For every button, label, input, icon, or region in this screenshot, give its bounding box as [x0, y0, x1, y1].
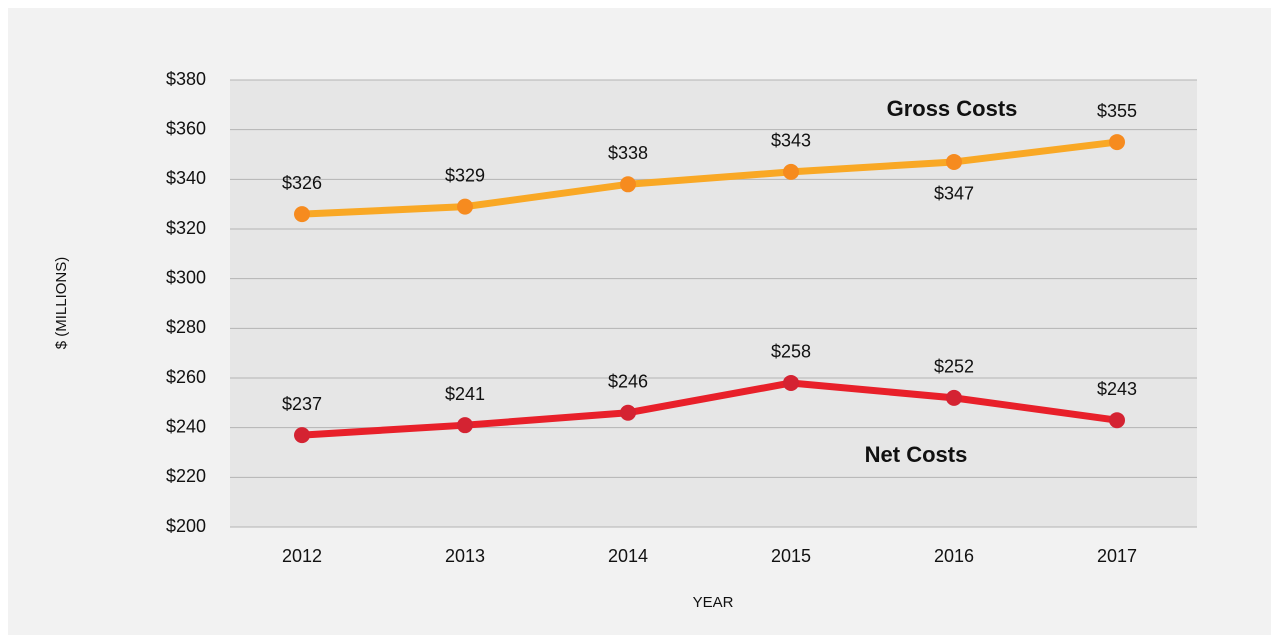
data-point: [783, 374, 799, 391]
y-tick-label: $320: [166, 218, 206, 238]
data-point: [620, 176, 636, 193]
data-point: [1109, 134, 1125, 151]
data-point: [294, 427, 310, 444]
data-point: [294, 206, 310, 223]
value-label: $355: [1097, 101, 1137, 121]
x-axis-label: YEAR: [693, 594, 734, 611]
value-label: $338: [608, 143, 648, 163]
y-tick-label: $200: [166, 516, 206, 536]
data-point: [457, 198, 473, 215]
series-line: [301, 138, 1118, 218]
value-label: $252: [934, 357, 974, 377]
y-tick-label: $260: [166, 367, 206, 387]
x-tick-label: 2012: [282, 546, 322, 566]
data-point: [946, 153, 962, 170]
series-line: [301, 379, 1118, 439]
series-name: Gross Costs: [887, 96, 1018, 121]
data-point: [783, 163, 799, 180]
y-tick-label: $360: [166, 118, 206, 138]
y-tick-label: $240: [166, 416, 206, 436]
data-point: [1109, 412, 1125, 429]
data-point: [946, 389, 962, 406]
y-axis-label: $ (MILLIONS): [53, 257, 70, 350]
y-tick-label: $220: [166, 466, 206, 486]
x-tick-label: 2013: [445, 546, 485, 566]
y-tick-label: $380: [166, 69, 206, 89]
value-label: $326: [282, 173, 322, 193]
x-tick-label: 2016: [934, 546, 974, 566]
value-label: $343: [771, 131, 811, 151]
value-label: $347: [934, 184, 974, 204]
x-tick-label: 2014: [608, 546, 648, 566]
y-tick-label: $300: [166, 267, 206, 287]
x-tick-label: 2017: [1097, 546, 1137, 566]
value-label: $246: [608, 372, 648, 392]
y-tick-label: $340: [166, 168, 206, 188]
value-label: $258: [771, 342, 811, 362]
series-name: Net Costs: [865, 442, 968, 467]
value-label: $241: [445, 384, 485, 404]
data-point: [620, 404, 636, 421]
data-point: [457, 417, 473, 434]
y-tick-label: $280: [166, 317, 206, 337]
value-label: $243: [1097, 379, 1137, 399]
value-label: $329: [445, 165, 485, 185]
x-tick-label: 2015: [771, 546, 811, 566]
value-label: $237: [282, 394, 322, 414]
